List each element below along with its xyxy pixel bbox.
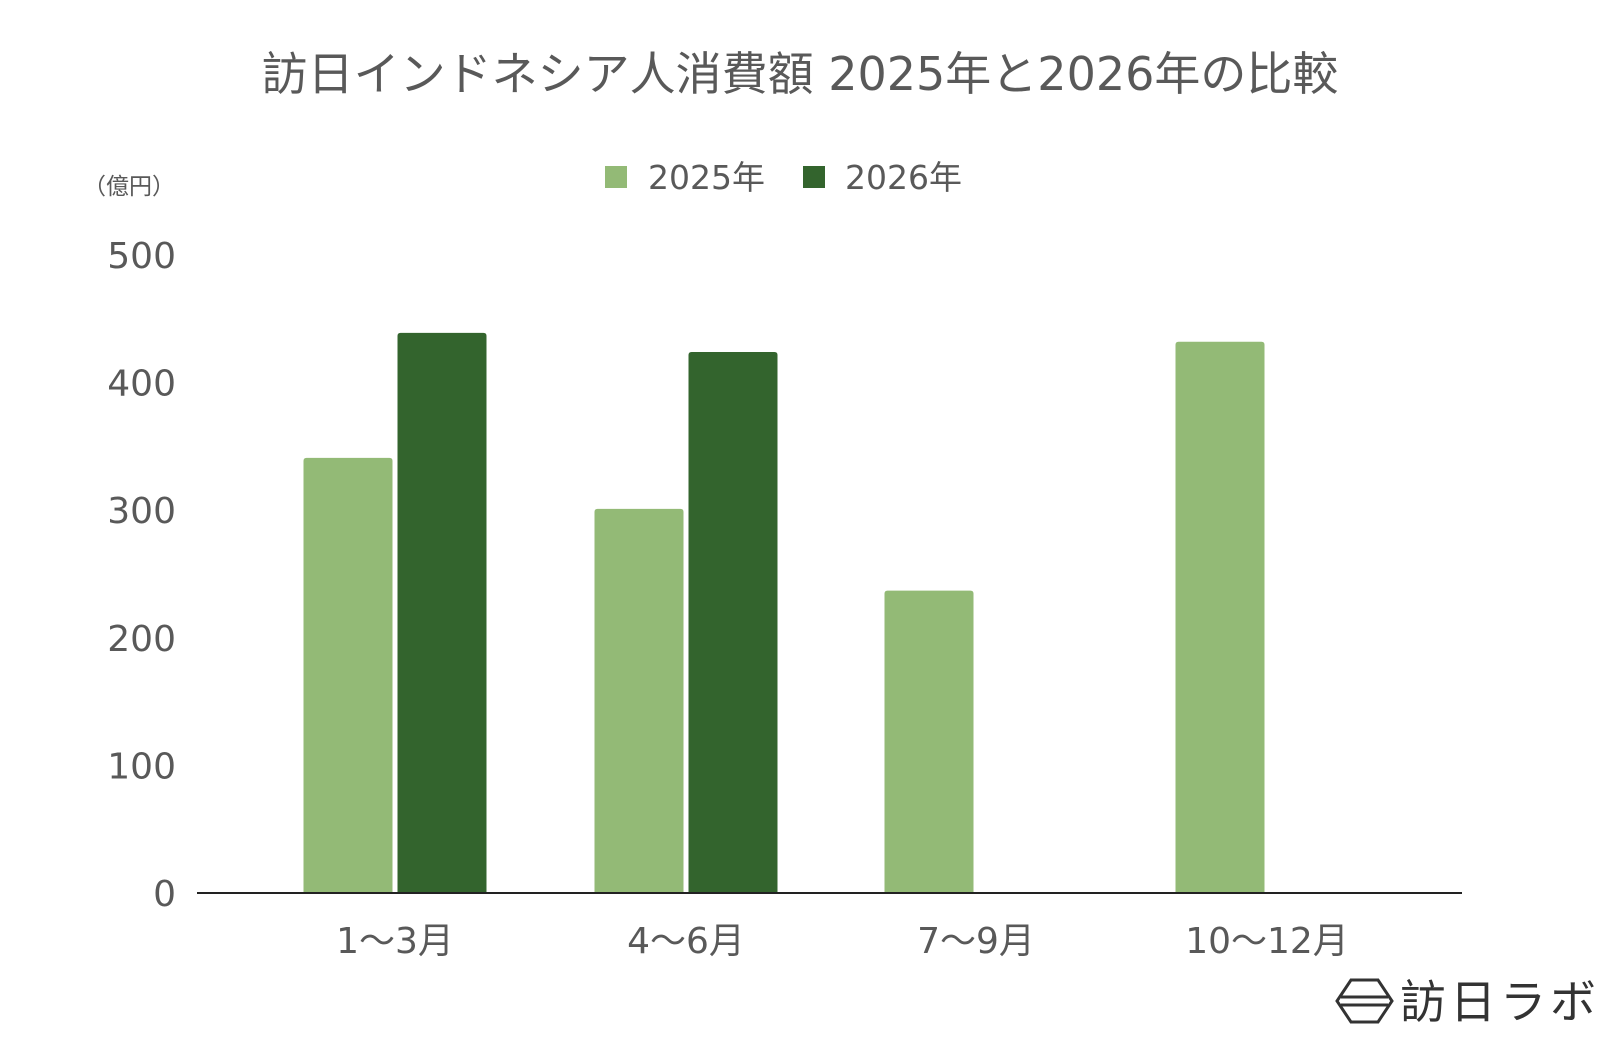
legend: 2025年 2026年 [605,158,962,197]
y-axis-ticks: 0 100 200 300 400 500 [107,236,176,915]
x-tick-label: 1～3月 [336,921,454,962]
brand-logo: 訪日ラボ [1335,975,1600,1029]
bar-2026-2 [688,351,778,893]
x-tick-label: 10～12月 [1185,921,1349,962]
bar-2025-2 [594,508,684,893]
x-axis-ticks: 1～3月 4～6月 7～9月 10～12月 [336,921,1349,962]
y-tick-label: 300 [107,491,176,532]
legend-label-2025: 2025年 [648,158,765,197]
y-tick-label: 200 [107,619,176,660]
x-tick-label: 7～9月 [917,921,1035,962]
y-tick-label: 100 [107,746,176,787]
legend-label-2026: 2026年 [845,158,962,197]
bar-2026-1 [397,332,487,893]
hexagon-logo-icon [1335,978,1394,1024]
bars [303,332,1265,893]
y-axis-unit: （億円） [83,174,175,200]
y-tick-label: 0 [153,874,176,915]
y-tick-label: 500 [107,236,176,277]
chart-title: 訪日インドネシア人消費額 2025年と2026年の比較 [262,47,1339,101]
bar-2025-3 [884,590,974,893]
y-tick-label: 400 [107,364,176,405]
x-tick-label: 4～6月 [627,921,745,962]
legend-swatch-2025 [605,166,627,188]
bar-2025-1 [303,457,393,893]
legend-swatch-2026 [803,166,825,188]
bar-2025-4 [1175,341,1265,893]
brand-logo-text: 訪日ラボ [1400,975,1600,1029]
